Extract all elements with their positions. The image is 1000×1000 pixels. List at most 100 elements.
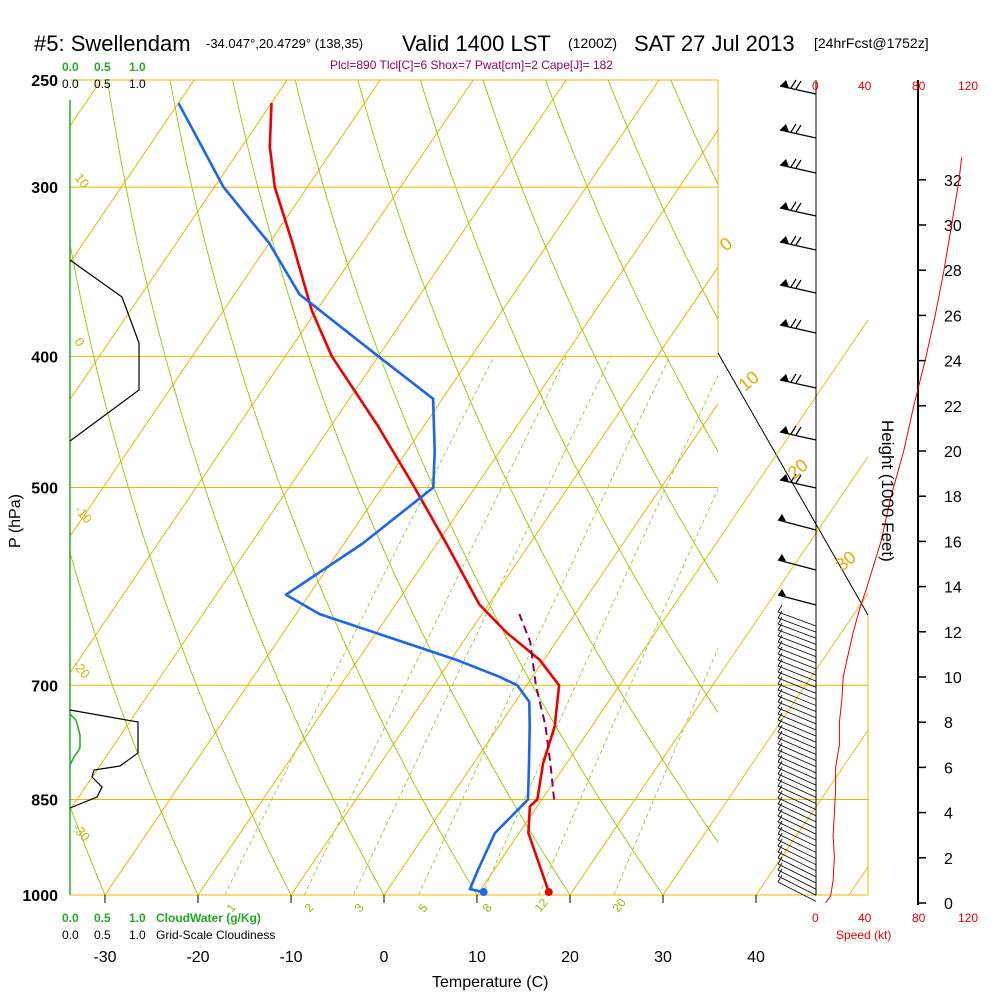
- cloudiness-scale-1: 1.0: [129, 77, 146, 91]
- wind-barb-feather: [777, 874, 783, 883]
- wind-barb-staff: [777, 767, 817, 786]
- wind-barb-feather: [795, 124, 802, 134]
- wind-barb-feather: [777, 790, 783, 799]
- dry-adiabat-line: [545, 80, 718, 453]
- dry-adiabat-line: [419, 80, 718, 714]
- speed-tick-80-top: 80: [912, 79, 926, 93]
- isotherm-line: [0, 80, 8, 895]
- wind-barb-feather: [777, 718, 783, 727]
- wind-barb-feather: [777, 742, 783, 751]
- dry-adiabat-line: [70, 551, 199, 895]
- cloudwater-scale-05: 0.5: [94, 60, 111, 74]
- cloudwater-scale-05-bottom: 0.5: [94, 911, 111, 925]
- wind-barb-staff: [777, 683, 817, 700]
- wind-barb-feather: [777, 604, 783, 613]
- height-axis-label: Height (1000 Feet): [878, 420, 897, 562]
- cloud-scale-top: 0.0 0.5 1.0 0.0 0.5 1.0: [62, 60, 146, 91]
- wind-barb-staff: [777, 665, 817, 682]
- wind-barb-staff: [779, 431, 817, 441]
- mixing-ratio-label: 12: [532, 895, 552, 914]
- header: #5: Swellendam -34.047°,20.4729° (138,35…: [34, 31, 929, 72]
- wind-barb-feather: [777, 808, 783, 817]
- wind-barb-staff: [777, 875, 817, 896]
- wind-barb-feather: [777, 628, 783, 637]
- wind-barb-feather: [777, 754, 783, 763]
- forecast-info: [24hrFcst@1752z]: [814, 35, 929, 51]
- cloudiness-scale-05: 0.5: [94, 77, 111, 91]
- wind-barb-pennant: [778, 554, 786, 561]
- wind-barb-feather: [790, 158, 797, 168]
- x-tick-label: -10: [279, 949, 302, 966]
- mixing-ratio-label: 8: [480, 901, 495, 915]
- isotherm-label: 0: [716, 233, 737, 255]
- wind-barb-staff: [777, 725, 817, 743]
- wind-barb-staff: [777, 719, 817, 737]
- y-axis-label: P (hPa): [7, 494, 24, 548]
- wind-barb-staff: [777, 611, 817, 627]
- wind-barb-staff: [777, 689, 817, 706]
- wind-barb-staff: [777, 677, 817, 694]
- isotherm-line-extension: [848, 866, 868, 895]
- wind-barb-feather: [777, 724, 783, 733]
- wind-barb-staff: [777, 629, 817, 645]
- isotherm-line-extension: [718, 455, 868, 679]
- wind-barb-staff: [777, 695, 817, 713]
- valid-time: Valid 1400 LST: [402, 31, 551, 56]
- wind-barb-feather: [777, 700, 783, 709]
- wind-speed-profile: [825, 157, 963, 904]
- wind-barb-feather: [777, 832, 783, 841]
- wind-barb-feather: [790, 318, 797, 328]
- wind-barb-feather: [777, 862, 783, 871]
- isotherm-line: [476, 539, 718, 895]
- wind-barb-staff: [779, 284, 817, 294]
- wind-barb-staff: [777, 617, 817, 633]
- wind-barb-staff: [777, 809, 817, 829]
- wind-barb-pennant: [780, 236, 789, 244]
- height-tick-label: 26: [944, 308, 962, 325]
- wind-barb-staff: [779, 379, 817, 389]
- isotherm-line: [70, 80, 195, 264]
- wind-barb-staff: [777, 761, 817, 780]
- wind-barb-feather: [777, 736, 783, 745]
- wind-barb-feather: [790, 278, 797, 288]
- wind-barb-staff: [777, 827, 817, 847]
- wind-barb-feather: [777, 688, 783, 697]
- pressure-tick-label: 850: [31, 792, 58, 809]
- wind-barb-feather: [777, 670, 783, 679]
- pressure-grid-lines: [70, 79, 869, 896]
- wind-barb-pennant: [780, 319, 789, 327]
- wind-barb-pennant: [780, 279, 789, 287]
- wind-barb-feather: [790, 473, 797, 483]
- speed-tick-120-top: 120: [958, 79, 978, 93]
- wind-barb-staff: [777, 815, 817, 835]
- surface-temperature-dot: [544, 888, 553, 897]
- height-tick-label: 8: [944, 715, 953, 732]
- wind-barb-feather: [777, 784, 783, 793]
- height-tick-label: 4: [944, 806, 953, 823]
- isotherm-line-extension: [718, 319, 868, 542]
- wind-barb-feather: [777, 814, 783, 823]
- wind-barb-feather: [777, 820, 783, 829]
- wind-barb-staff: [777, 749, 817, 768]
- dry-adiabat-line: [0, 56, 23, 924]
- cloudwater-scale-1: 1.0: [129, 60, 146, 74]
- isotherm-label: 30: [832, 547, 860, 575]
- wind-barb-feather: [795, 279, 802, 289]
- wind-barb-feather: [795, 236, 802, 246]
- speed-tick-120-bottom: 120: [958, 911, 978, 925]
- cloudwater-scale-1-bottom: 1.0: [129, 911, 146, 925]
- wind-barb-feather: [777, 844, 783, 853]
- wind-barb-staff: [777, 833, 817, 853]
- cloudwater-label: CloudWater (g/Kg): [156, 911, 261, 925]
- wind-barb-feather: [790, 79, 797, 89]
- wind-barb-feather: [777, 694, 783, 703]
- wind-barb-feather: [777, 760, 783, 769]
- wind-barb-staff: [777, 791, 817, 810]
- isotherm-line: [756, 80, 1000, 895]
- wind-barb-staff: [777, 857, 817, 878]
- height-tick-label: 16: [944, 534, 962, 551]
- forecast-date: SAT 27 Jul 2013: [634, 31, 795, 56]
- wind-barb-staff: [777, 713, 817, 731]
- surface-dewpoint-dot: [479, 888, 488, 897]
